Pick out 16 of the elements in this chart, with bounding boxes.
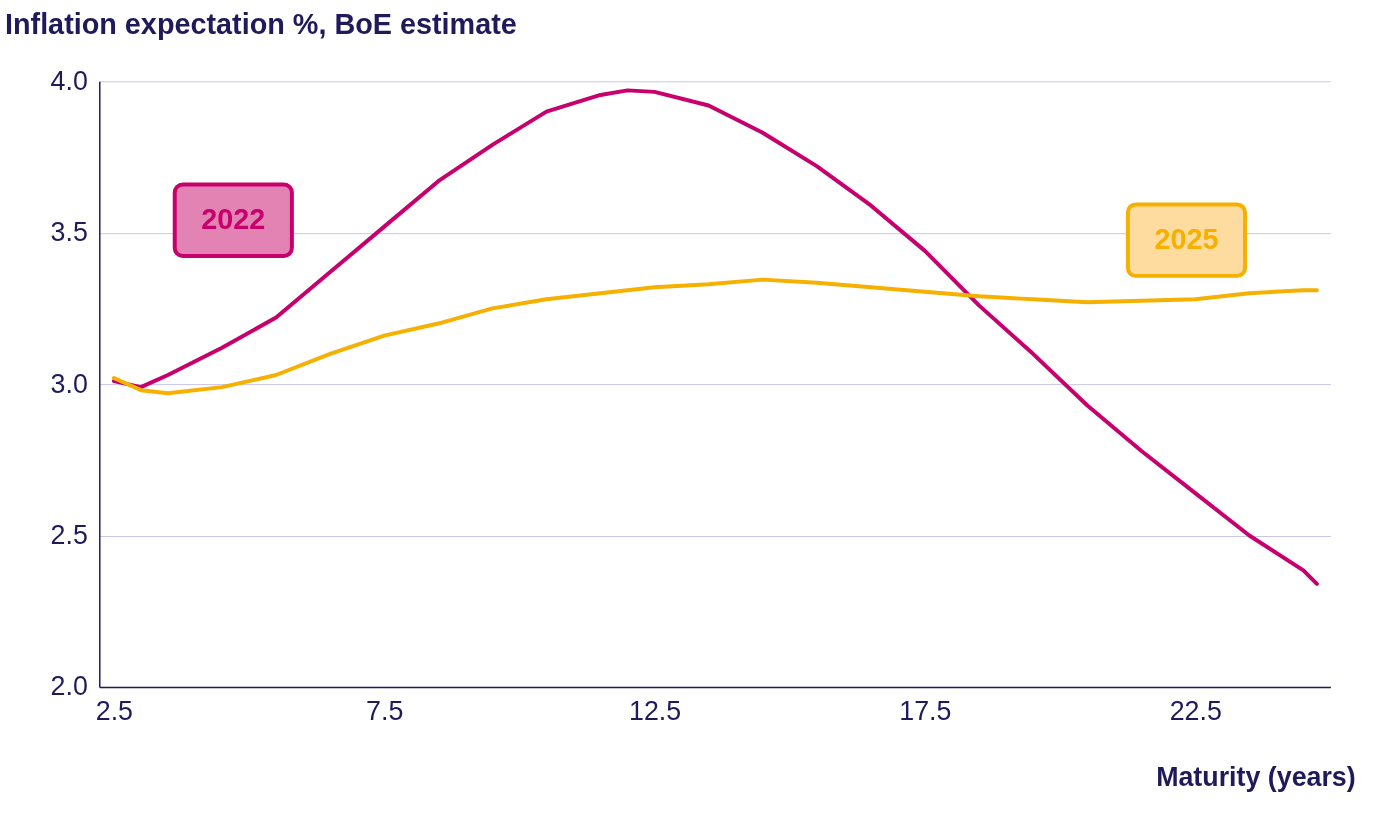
y-tick-label: 3.5: [50, 217, 88, 248]
text: 2022: [201, 203, 266, 236]
y-tick-label: 2.0: [50, 671, 88, 702]
x-tick-label: 7.5: [366, 696, 404, 727]
series-label: 2025: [1154, 223, 1219, 256]
line-series: [111, 88, 1319, 586]
x-tick-label: 17.5: [899, 696, 952, 727]
x-tick-label: 2.5: [95, 696, 134, 727]
x-tick-label: 22.5: [1169, 696, 1222, 727]
y-tick-label: 4.0: [50, 65, 88, 96]
x-axis-title: Maturity (years): [1156, 761, 1356, 792]
line-series: [111, 277, 1319, 396]
y-tick-label: 2.5: [50, 519, 88, 550]
y-tick-label: 3.0: [50, 368, 88, 399]
x-tick-label: 12.5: [628, 696, 682, 727]
chart-title: Inflation expectation %, BoE estimate: [4, 7, 517, 40]
